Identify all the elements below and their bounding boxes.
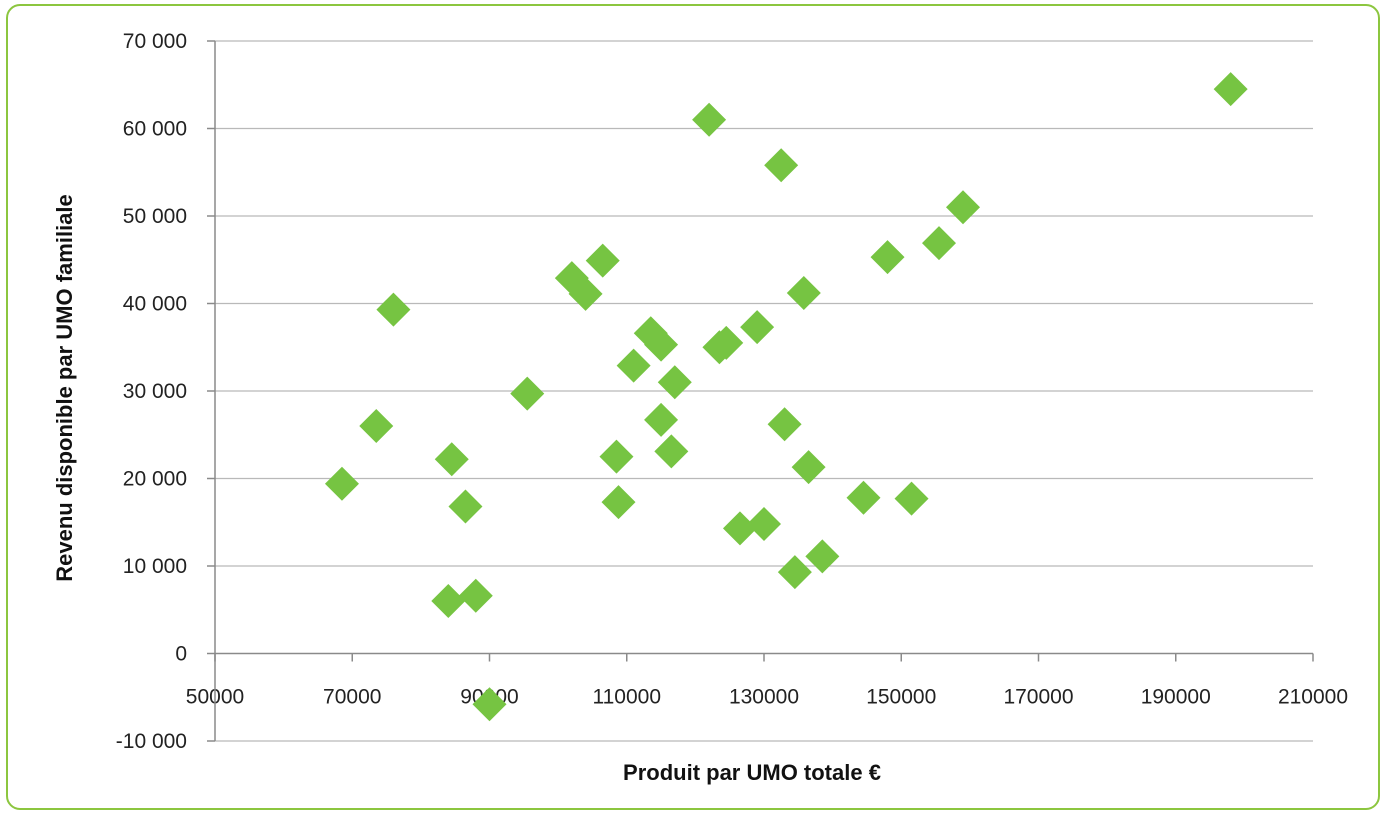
data-point: [601, 485, 636, 520]
data-point: [747, 507, 781, 541]
x-tick-label: 170000: [1003, 686, 1073, 709]
y-tick-label: 30 000: [123, 380, 187, 403]
data-point: [568, 276, 603, 311]
x-tick-label: 150000: [866, 686, 936, 709]
data-point: [777, 555, 812, 590]
y-tick-label: 20 000: [123, 468, 187, 491]
data-point: [1213, 72, 1248, 107]
x-axis-title: Produit par UMO totale €: [623, 760, 881, 785]
data-point: [764, 148, 799, 183]
data-point: [692, 102, 727, 137]
data-point: [431, 584, 466, 618]
y-tick-label: 70 000: [123, 30, 187, 53]
data-point: [921, 226, 956, 261]
data-point: [376, 292, 411, 327]
y-tick-label: 50 000: [123, 205, 187, 228]
data-point: [644, 327, 679, 362]
x-tick-label: 130000: [729, 686, 799, 709]
data-point: [359, 409, 394, 443]
x-tick-labels: 5000070000900001100001300001500001700001…: [186, 686, 1348, 709]
y-tick-label: -10 000: [116, 730, 187, 753]
data-point: [702, 330, 737, 365]
y-tick-label: 10 000: [123, 555, 187, 578]
data-point: [657, 365, 692, 400]
x-tick-label: 70000: [323, 686, 381, 709]
data-point: [654, 434, 689, 469]
data-point: [791, 450, 826, 485]
data-point: [585, 243, 620, 278]
gridlines: [207, 40, 1314, 742]
y-tick-label: 60 000: [123, 118, 187, 141]
data-point: [786, 276, 821, 310]
data-point: [644, 402, 679, 437]
data-point: [846, 480, 881, 515]
chart-frame: [6, 4, 1380, 810]
y-tick-label: 40 000: [123, 293, 187, 316]
data-point: [946, 190, 981, 225]
data-point: [472, 687, 507, 722]
data-point: [599, 439, 634, 474]
data-point: [894, 481, 929, 516]
data-point: [722, 511, 757, 546]
data-point: [805, 539, 840, 574]
data-point: [767, 407, 802, 442]
data-point: [740, 310, 775, 345]
data-point: [616, 348, 651, 383]
data-point: [448, 489, 483, 524]
x-tick-label: 110000: [592, 686, 661, 709]
x-tick-label: 190000: [1141, 686, 1211, 709]
data-point: [458, 578, 493, 613]
data-point: [324, 466, 359, 501]
y-tick-labels: -10 000 0 10 000 20 000 30 000 40 000 50 000 60…: [116, 30, 187, 753]
data-point: [870, 240, 905, 275]
x-tick-label: 210000: [1278, 686, 1348, 709]
y-tick-label: 0: [175, 643, 187, 666]
data-point: [510, 376, 545, 411]
data-point: [434, 442, 469, 477]
data-points: [324, 72, 1248, 722]
y-axis-title: Revenu disponible par UMO familiale: [52, 194, 77, 582]
